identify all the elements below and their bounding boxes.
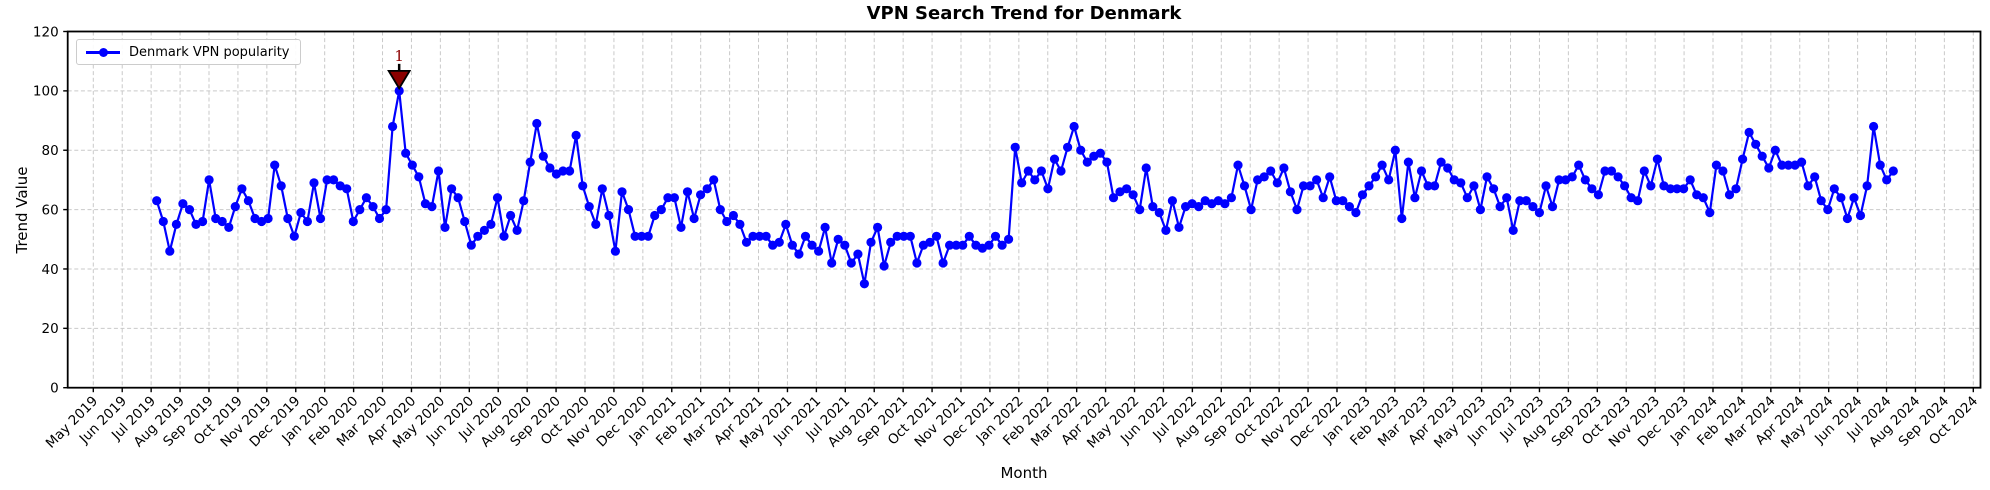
- svg-text:0: 0: [50, 381, 59, 397]
- legend: Denmark VPN popularity: [76, 39, 301, 65]
- y-axis-ticks: 0 20 40 60 80 100 120: [33, 24, 68, 397]
- svg-text:20: 20: [42, 321, 59, 337]
- gridlines: [67, 31, 1981, 389]
- svg-text:100: 100: [33, 84, 59, 100]
- chart-title: VPN Search Trend for Denmark: [866, 3, 1182, 24]
- series-denmark-vpn: [152, 86, 1898, 289]
- svg-text:120: 120: [33, 24, 59, 40]
- svg-text:60: 60: [42, 202, 59, 218]
- annotation-label: 1: [394, 47, 404, 65]
- plot-border: [66, 30, 1982, 389]
- svg-text:40: 40: [42, 262, 59, 278]
- legend-line-marker-icon: [86, 47, 120, 57]
- annotation-peak-marker: 1: [387, 47, 412, 91]
- x-axis-label: Month: [1000, 464, 1048, 482]
- legend-entry-label: Denmark VPN popularity: [129, 44, 290, 60]
- svg-text:80: 80: [42, 143, 59, 159]
